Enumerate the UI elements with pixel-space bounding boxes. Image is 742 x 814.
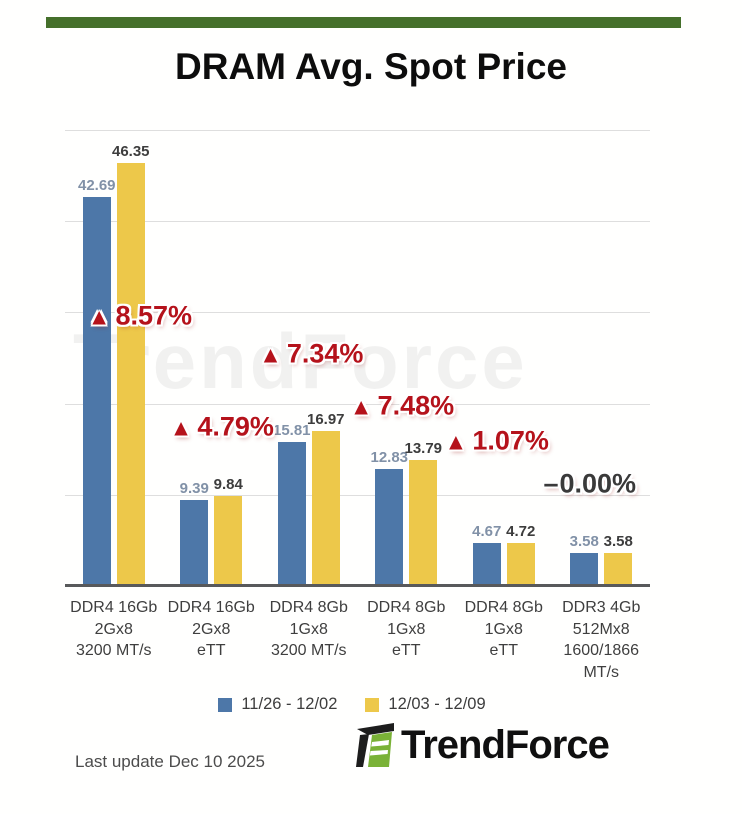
bar-value-label: 3.58 (569, 533, 599, 551)
bar-group-3: 15.81 16.97 (260, 130, 358, 586)
flat-dash-icon: – (543, 468, 559, 499)
x-label-3: DDR4 8Gb 1Gx8 3200 MT/s (269, 599, 348, 660)
legend-label-week1: 11/26 - 12/02 (241, 695, 338, 713)
change-percent-text: 4.79% (197, 411, 274, 442)
page-title: DRAM Avg. Spot Price (175, 46, 567, 87)
trendforce-logo-text: TrendForce (401, 722, 610, 767)
bar-12031209 (214, 496, 243, 586)
bar-value-label: 13.79 (404, 440, 443, 458)
bar-value-label: 9.39 (179, 480, 209, 498)
bar-value-label: 3.58 (603, 533, 633, 551)
bar-value-label: 4.67 (472, 523, 502, 541)
x-label-2: DDR4 16Gb 2Gx8 eTT (167, 599, 255, 660)
bar-wrap: 12.83 (370, 449, 408, 586)
legend-swatch-yellow (365, 697, 380, 712)
change-percent-text: 0.00% (559, 468, 637, 499)
bar-11261202 (277, 441, 306, 586)
bar-12031209 (311, 431, 340, 586)
legend-item-week1: 11/26 - 12/02 (218, 695, 337, 714)
up-triangle-icon: ▲ (259, 341, 282, 368)
bar-12031209 (409, 460, 438, 586)
gridline-30 (65, 312, 650, 314)
gridline-10 (65, 494, 650, 496)
bar-value-label: 9.84 (213, 476, 243, 494)
bar-value-label: 16.97 (306, 411, 345, 429)
bar-wrap: 3.58 (604, 533, 633, 586)
bar-value-label: 15.81 (272, 421, 311, 439)
change-badge-2: ▲ 4.79% (170, 411, 274, 442)
bar-group-2: 9.39 9.84 (163, 130, 261, 586)
bar-group-5: 4.67 4.72 (455, 130, 553, 586)
x-label-1: DDR4 16Gb 2Gx8 3200 MT/s (70, 599, 158, 660)
change-percent-text: 7.34% (286, 338, 364, 369)
bar-wrap: 9.84 (214, 476, 243, 586)
change-percent-text: 1.07% (472, 425, 549, 456)
last-update-text: Last update Dec 10 2025 (75, 752, 265, 771)
x-label-4: DDR4 8Gb 1Gx8 eTT (367, 599, 446, 660)
bar-wrap: 4.72 (506, 523, 535, 586)
bar-chart-plot-area: TrendForce 42.69 46.35 9.39 9.84 15.81 16.97 1… (65, 130, 650, 587)
x-label-6: DDR3 4Gb 512Mx8 1600/1866 MT/s (562, 599, 641, 681)
bar-value-label: 46.35 (111, 143, 150, 161)
bar-11261202 (82, 196, 111, 586)
bar-11261202 (180, 500, 209, 586)
legend-item-week2: 12/03 - 12/09 (365, 695, 486, 714)
legend: 11/26 - 12/02 12/03 - 12/09 (0, 695, 704, 714)
trendforce-logo-icon (356, 723, 394, 767)
bar-wrap: 42.69 (78, 177, 116, 586)
bar-11261202 (570, 553, 599, 586)
change-percent-text: 8.57% (115, 300, 193, 331)
bar-wrap: 4.67 (472, 523, 501, 586)
x-axis-category-labels: DDR4 16Gb 2Gx8 3200 MT/s DDR4 16Gb 2Gx8 e… (65, 597, 650, 683)
bar-wrap: 16.97 (307, 411, 345, 586)
bar-group-1: 42.69 46.35 (65, 130, 163, 586)
bar-value-label: 12.83 (370, 449, 409, 466)
trendforce-logo: TrendForce (356, 722, 610, 768)
change-badge-3: ▲ 7.34% (259, 338, 363, 369)
bar-value-label: 42.69 (77, 176, 116, 194)
bar-11261202 (375, 469, 404, 586)
change-percent-text: 7.48% (377, 390, 455, 421)
bar-12031209 (604, 553, 633, 586)
bar-12031209 (116, 163, 145, 586)
change-badge-1: ▲ 8.57% (88, 301, 192, 332)
x-label-5: DDR4 8Gb 1Gx8 eTT (464, 599, 543, 660)
gridline-40 (65, 221, 650, 223)
legend-swatch-blue (218, 697, 233, 712)
up-triangle-icon: ▲ (169, 414, 193, 441)
bar-11261202 (472, 543, 501, 586)
gridline-20 (65, 403, 650, 405)
up-triangle-icon: ▲ (87, 303, 111, 330)
legend-label-week2: 12/03 - 12/09 (388, 695, 486, 713)
bar-value-label: 4.72 (506, 522, 536, 540)
bar-wrap: 3.58 (570, 533, 599, 586)
change-badge-5: ▲ 1.07% (445, 425, 549, 456)
gridline-50 (65, 130, 650, 131)
bar-wrap: 13.79 (404, 440, 442, 586)
up-triangle-icon: ▲ (349, 393, 373, 420)
bar-group-4: 12.83 13.79 (358, 130, 456, 586)
top-accent-bar (46, 17, 681, 28)
change-badge-4: ▲ 7.48% (350, 390, 454, 421)
bar-12031209 (506, 542, 535, 586)
bar-wrap: 15.81 (273, 422, 311, 586)
up-triangle-icon: ▲ (444, 428, 468, 455)
bar-groups: 42.69 46.35 9.39 9.84 15.81 16.97 12.83 13.79 4.… (65, 130, 650, 586)
change-badge-6: –0.00% (543, 468, 636, 499)
x-axis-line (65, 584, 650, 587)
bar-group-6: 3.58 3.58 (553, 130, 651, 586)
bar-wrap: 46.35 (112, 143, 150, 586)
bar-wrap: 9.39 (180, 480, 209, 586)
